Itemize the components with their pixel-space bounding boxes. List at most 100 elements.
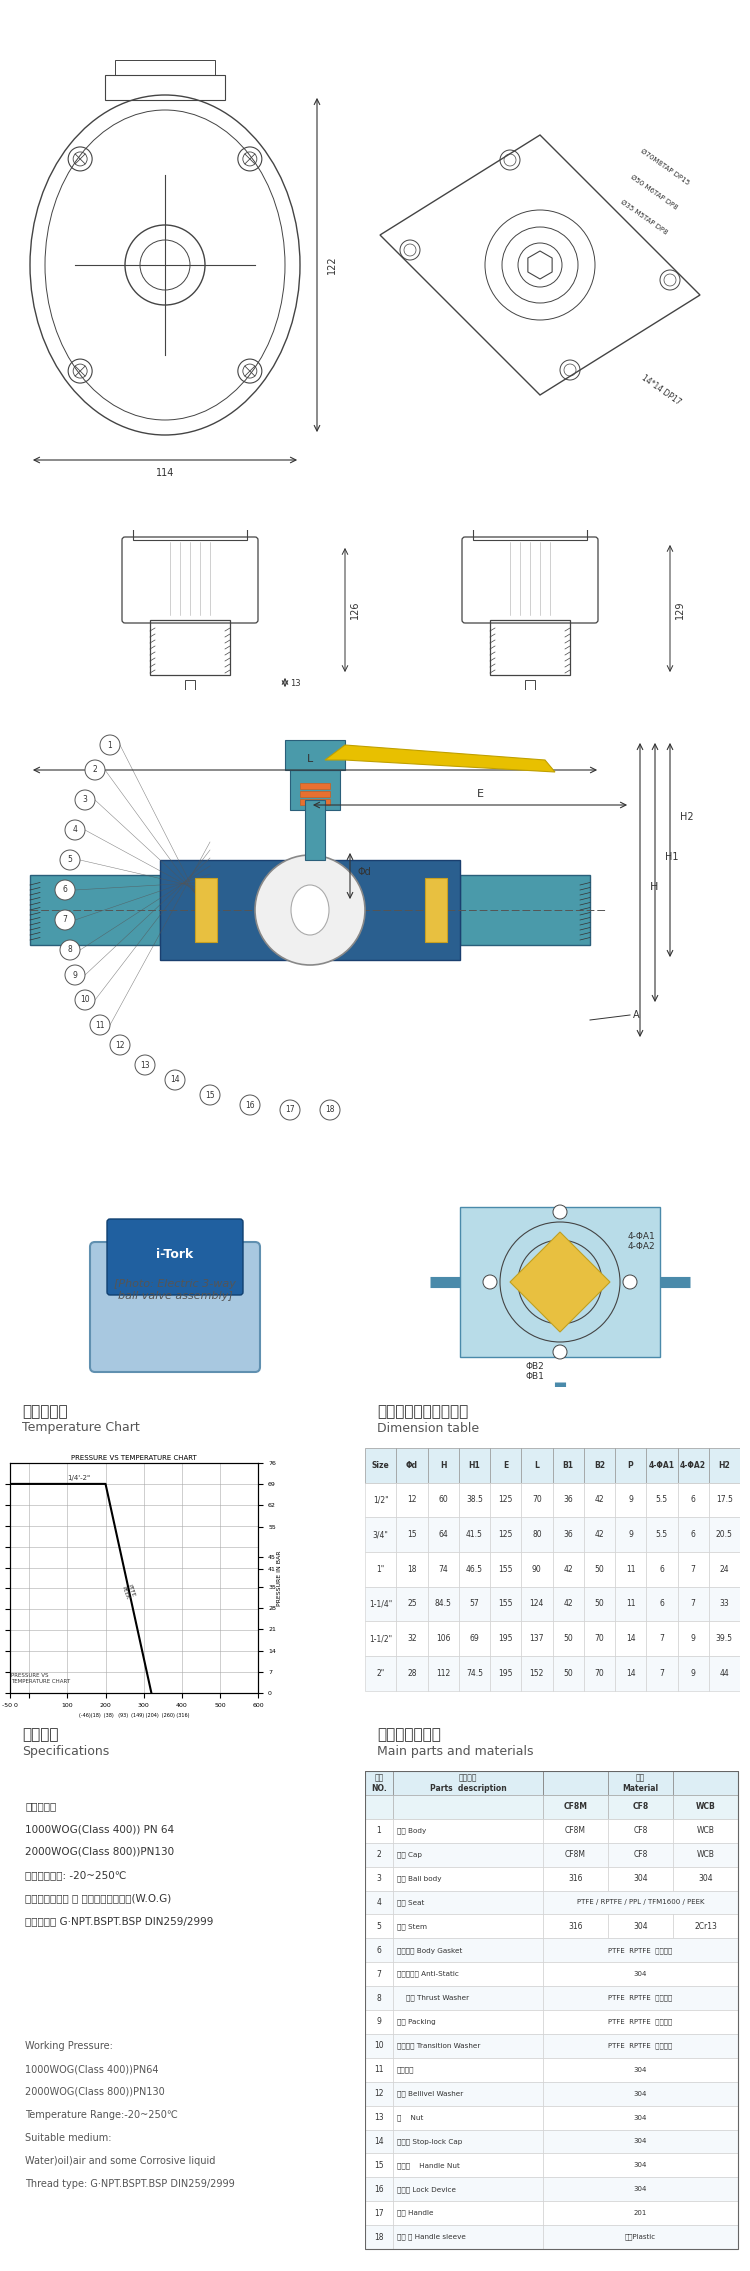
Circle shape (90, 1015, 110, 1036)
Text: 9: 9 (376, 2017, 382, 2026)
Polygon shape (325, 745, 555, 772)
Text: 5: 5 (68, 856, 73, 865)
Bar (646, 1551, 677, 1587)
Text: 6: 6 (691, 1497, 695, 1503)
Text: 304: 304 (634, 1971, 647, 1978)
Text: 11: 11 (626, 1565, 635, 1574)
Bar (285, 740, 345, 770)
Bar (584, 1621, 615, 1656)
Text: 蝶簧 Bellivel Washer: 蝶簧 Bellivel Washer (397, 2089, 464, 2096)
Y-axis label: PRESSURE IN BAR: PRESSURE IN BAR (278, 1551, 283, 1606)
Circle shape (55, 911, 75, 931)
Text: Φd: Φd (358, 868, 372, 877)
Bar (584, 1587, 615, 1621)
Bar (646, 1587, 677, 1621)
Text: 11: 11 (95, 1020, 105, 1029)
Text: 4: 4 (73, 824, 77, 833)
Text: 1/2": 1/2" (373, 1497, 388, 1503)
Text: 69: 69 (470, 1635, 479, 1644)
Text: 材质
Material: 材质 Material (622, 1774, 658, 1792)
Text: 57: 57 (470, 1599, 479, 1608)
Text: 13: 13 (374, 2112, 384, 2121)
Bar (396, 1621, 427, 1656)
Bar (365, 2105, 393, 2130)
Text: 7: 7 (62, 915, 68, 924)
Bar (615, 1551, 646, 1587)
Bar (646, 1621, 677, 1656)
Text: CF8: CF8 (633, 1851, 648, 1860)
Bar (543, 2201, 738, 2226)
Bar (608, 1914, 673, 1939)
Bar (459, 1483, 490, 1517)
Text: 1": 1" (376, 1565, 385, 1574)
Bar (646, 1449, 677, 1483)
Bar (393, 2058, 543, 2083)
Bar (365, 2010, 393, 2035)
FancyBboxPatch shape (107, 1220, 243, 1294)
Text: WCB: WCB (696, 1803, 715, 1812)
Bar (709, 1656, 740, 1690)
Text: 17: 17 (374, 2210, 384, 2219)
Bar (490, 1656, 521, 1690)
Text: 46.5: 46.5 (466, 1565, 483, 1574)
Text: 125: 125 (499, 1531, 513, 1540)
Bar (427, 1656, 459, 1690)
Bar (615, 1656, 646, 1690)
Circle shape (55, 879, 75, 899)
Bar (365, 2201, 393, 2226)
Bar (396, 1517, 427, 1551)
Text: 9: 9 (73, 970, 77, 979)
Title: PRESSURE VS TEMPERATURE CHART: PRESSURE VS TEMPERATURE CHART (71, 1456, 197, 1460)
Bar (365, 1819, 393, 1842)
Bar (459, 1449, 490, 1483)
Bar (365, 1517, 396, 1551)
Text: 70: 70 (595, 1669, 604, 1678)
Text: CF8: CF8 (632, 1803, 649, 1812)
Bar (365, 1962, 393, 1987)
Bar (133, 527, 247, 540)
Text: 2Cr13: 2Cr13 (694, 1921, 717, 1930)
Bar (615, 1449, 646, 1483)
Text: 塑料Plastic: 塑料Plastic (625, 2235, 656, 2241)
Bar (543, 2035, 738, 2058)
Bar (393, 1914, 543, 1939)
Text: PTFE  RPTFE  进口砸纤: PTFE RPTFE 进口砸纤 (608, 1994, 673, 2001)
Bar (646, 1483, 677, 1517)
Text: 15: 15 (407, 1531, 417, 1540)
Bar (608, 1771, 673, 1794)
Text: Size: Size (372, 1460, 389, 1469)
Bar (673, 1819, 738, 1842)
Text: H1: H1 (469, 1460, 480, 1469)
Text: 8: 8 (68, 945, 72, 954)
Text: 304: 304 (633, 1921, 648, 1930)
Bar (459, 1587, 490, 1621)
Text: WCB: WCB (697, 1851, 715, 1860)
Bar (393, 2035, 543, 2058)
Bar (543, 2058, 738, 2083)
Bar (543, 1842, 608, 1867)
Bar (673, 1771, 738, 1794)
Bar (490, 1483, 521, 1517)
Bar (608, 1794, 673, 1819)
Text: Dimension table: Dimension table (377, 1422, 479, 1435)
Circle shape (200, 1086, 220, 1106)
Text: 42: 42 (563, 1599, 573, 1608)
Text: 11: 11 (374, 2064, 384, 2073)
Text: 5.5: 5.5 (656, 1531, 668, 1540)
Bar (673, 1842, 738, 1867)
Text: 1-1/4": 1-1/4" (369, 1599, 392, 1608)
Bar (553, 1449, 584, 1483)
Text: 16: 16 (374, 2185, 384, 2194)
FancyBboxPatch shape (90, 1242, 260, 1372)
Bar (365, 2178, 393, 2201)
Text: 2000WOG(Class 800))PN130: 2000WOG(Class 800))PN130 (25, 2087, 165, 2096)
Text: Ø70M8TAP DP15: Ø70M8TAP DP15 (640, 148, 691, 186)
Text: 126: 126 (350, 602, 360, 620)
Bar (677, 1483, 709, 1517)
Text: 阀体 Body: 阀体 Body (397, 1828, 426, 1835)
Circle shape (623, 1274, 637, 1290)
Text: 304: 304 (634, 2114, 647, 2121)
Text: 11: 11 (626, 1599, 635, 1608)
Bar (459, 1517, 490, 1551)
Text: 13: 13 (140, 1061, 150, 1070)
